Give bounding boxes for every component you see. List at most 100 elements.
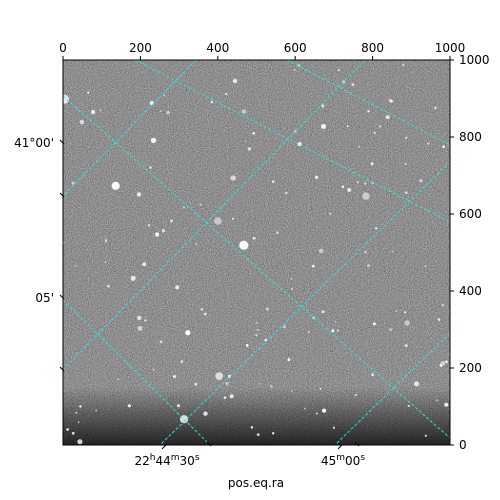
star xyxy=(319,387,322,390)
star xyxy=(203,411,208,416)
star xyxy=(318,248,324,254)
star xyxy=(287,358,291,362)
star xyxy=(314,175,319,179)
ra-tick-label: 45m00s xyxy=(321,453,365,468)
star xyxy=(402,63,405,66)
star xyxy=(321,124,326,129)
star xyxy=(137,315,142,321)
star xyxy=(322,408,327,413)
star xyxy=(241,109,247,114)
star xyxy=(283,325,286,329)
star xyxy=(215,372,224,380)
star xyxy=(176,404,181,408)
star xyxy=(271,180,275,184)
dec-tick-label: 05' xyxy=(35,291,54,305)
right-tick-label: 800 xyxy=(459,130,482,144)
right-tick-label: 200 xyxy=(459,361,482,375)
star xyxy=(66,428,69,431)
star xyxy=(331,329,335,333)
right-tick-label: 400 xyxy=(459,284,482,298)
star xyxy=(336,329,339,332)
star xyxy=(404,320,410,326)
star xyxy=(137,325,143,331)
star xyxy=(334,320,337,323)
star xyxy=(307,331,310,334)
star xyxy=(389,328,392,331)
star xyxy=(63,94,70,104)
sky-image xyxy=(63,60,450,445)
star xyxy=(255,321,258,324)
star xyxy=(203,312,207,316)
star xyxy=(374,227,378,230)
star xyxy=(407,404,411,408)
star xyxy=(370,162,374,166)
star xyxy=(155,232,160,237)
star xyxy=(130,275,136,281)
pixel-axis-ticks: 0 200 400 600 800 1000 0 200 400 600 800 1000 xyxy=(59,41,489,452)
grid-line xyxy=(334,332,450,445)
dec-tick-mark xyxy=(59,366,65,372)
star xyxy=(79,405,82,408)
star xyxy=(424,434,427,437)
star xyxy=(214,217,222,225)
star xyxy=(111,181,120,190)
star xyxy=(159,110,162,112)
star xyxy=(304,407,306,410)
star xyxy=(404,162,407,166)
top-tick-label: 0 xyxy=(59,41,67,55)
star xyxy=(144,319,147,322)
star xyxy=(272,432,275,435)
star xyxy=(385,115,390,119)
right-tick-label: 1000 xyxy=(459,53,490,67)
star xyxy=(105,240,108,243)
star xyxy=(117,378,119,381)
ra-tick-label: 22h44m30s xyxy=(134,453,199,468)
star xyxy=(404,344,408,347)
star xyxy=(166,110,170,115)
star xyxy=(225,382,229,385)
star xyxy=(312,264,315,268)
star xyxy=(445,360,448,364)
star xyxy=(276,231,279,234)
right-tick-label: 0 xyxy=(459,438,467,452)
star xyxy=(364,182,367,185)
star xyxy=(444,402,449,407)
star xyxy=(107,284,110,288)
star xyxy=(95,409,97,412)
star xyxy=(373,322,376,326)
star xyxy=(161,229,165,233)
star xyxy=(389,99,393,103)
star xyxy=(290,278,293,280)
star xyxy=(258,383,261,385)
star xyxy=(329,212,332,215)
star xyxy=(159,340,163,344)
star xyxy=(266,307,269,311)
dec-tick-label: 41°00' xyxy=(14,136,54,150)
ra-tick-mark xyxy=(206,441,212,447)
star xyxy=(434,106,437,110)
star xyxy=(71,181,75,185)
star xyxy=(195,243,198,246)
star xyxy=(142,262,147,266)
star xyxy=(337,68,340,72)
star-field xyxy=(63,63,450,445)
star xyxy=(104,261,107,264)
star xyxy=(200,308,203,311)
star xyxy=(185,330,191,336)
star xyxy=(315,412,318,415)
grid-line xyxy=(286,60,450,146)
grid-line xyxy=(63,60,197,197)
top-tick-label: 600 xyxy=(284,41,307,55)
star xyxy=(210,100,214,104)
ra-tick-mark xyxy=(354,441,360,447)
star xyxy=(172,375,177,379)
star xyxy=(437,318,441,321)
star xyxy=(75,411,78,414)
star xyxy=(199,203,202,206)
x-axis-label: pos.eq.ra xyxy=(228,476,284,490)
star xyxy=(285,192,288,195)
star xyxy=(373,131,376,134)
star xyxy=(149,166,152,169)
star xyxy=(136,192,142,197)
